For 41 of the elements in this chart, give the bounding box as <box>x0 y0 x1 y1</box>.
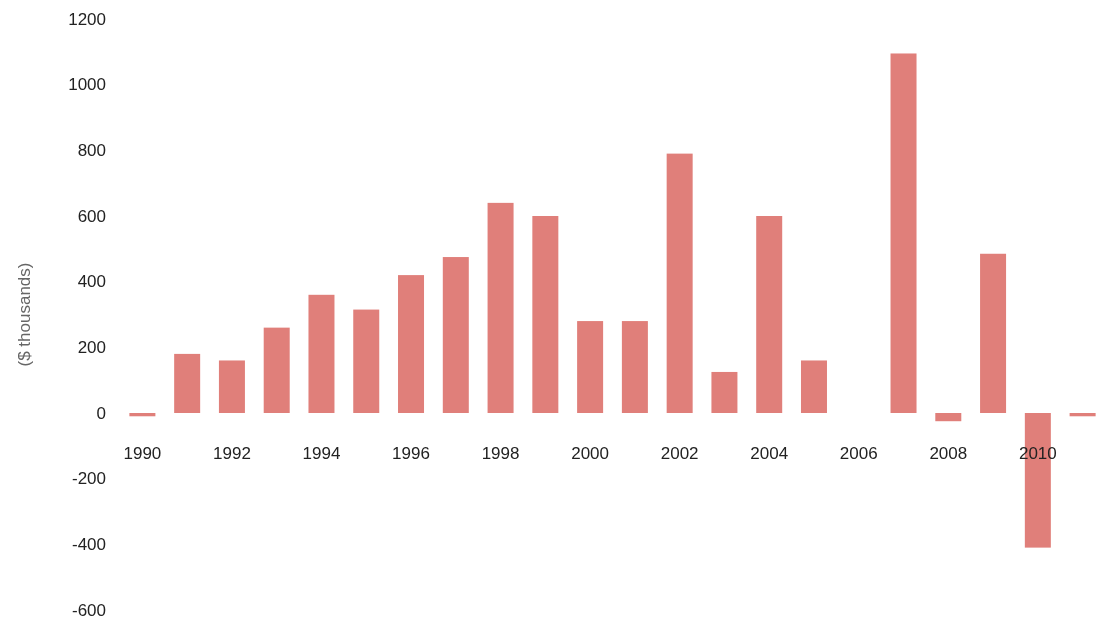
bar <box>353 309 380 413</box>
x-tick-label: 1992 <box>213 443 251 463</box>
x-tick-label: 2004 <box>750 443 789 463</box>
y-tick-label: 200 <box>77 337 106 357</box>
bar <box>800 360 827 413</box>
x-tick-label: 2006 <box>839 443 878 463</box>
y-tick-label: -200 <box>71 469 106 489</box>
bar <box>532 216 559 413</box>
y-tick-label: 400 <box>77 272 106 292</box>
x-tick-label: 2002 <box>660 443 699 463</box>
y-tick-label: 1200 <box>68 9 106 29</box>
x-tick-label: 1996 <box>392 443 430 463</box>
y-tick-label: -600 <box>71 600 106 620</box>
bar <box>398 275 425 413</box>
bar <box>1069 413 1096 417</box>
y-tick-label: 800 <box>77 140 106 160</box>
x-tick-label: 1990 <box>123 443 162 463</box>
bar <box>487 202 514 413</box>
bar <box>174 353 201 413</box>
x-tick-label: 2000 <box>571 443 610 463</box>
y-tick-label: -400 <box>71 534 106 554</box>
x-tick-label: 1998 <box>481 443 520 463</box>
bar <box>129 413 156 417</box>
bar <box>263 327 290 413</box>
bar <box>890 53 917 413</box>
bar <box>935 413 962 422</box>
y-axis-title: ($ thousands) <box>14 262 34 367</box>
bar <box>666 153 693 413</box>
bar <box>711 371 738 413</box>
bar <box>756 216 783 413</box>
bar <box>621 321 648 413</box>
bar <box>577 321 604 413</box>
y-tick-label: 600 <box>77 206 106 226</box>
bar <box>980 253 1007 413</box>
y-tick-label: 1000 <box>68 75 106 95</box>
y-tick-label: 0 <box>96 403 106 423</box>
x-tick-label: 1994 <box>302 443 341 463</box>
bar <box>308 294 335 413</box>
x-tick-label: 2008 <box>929 443 968 463</box>
bar <box>442 257 469 413</box>
bar <box>218 360 245 413</box>
